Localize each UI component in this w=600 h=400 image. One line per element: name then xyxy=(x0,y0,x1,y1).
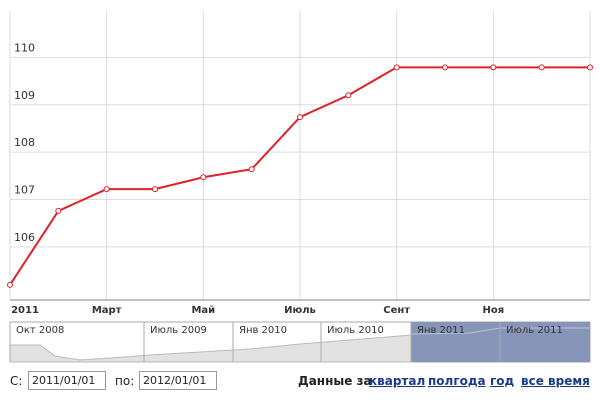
range-label: Данные за xyxy=(298,374,372,388)
point xyxy=(200,174,207,181)
point xyxy=(248,166,255,173)
y-tick-label: 107 xyxy=(14,184,35,197)
navigator-label: Июль 2011 xyxy=(506,325,563,336)
navigator-label: Июль 2009 xyxy=(150,325,207,336)
y-tick-label: 106 xyxy=(14,231,35,244)
chart: Окт 2008 Июль 2009 Янв 2010 Июль 2010 Янв 20… xyxy=(7,10,593,363)
controls: С: 2011/01/01 по: 2012/01/01 Данные за к… xyxy=(0,368,600,396)
point xyxy=(442,64,448,71)
point xyxy=(152,186,158,193)
point xyxy=(587,64,593,71)
navigator-label: Июль 2010 xyxy=(327,325,384,336)
range-link[interactable]: полгода xyxy=(428,374,486,388)
from-input[interactable]: 2011/01/01 xyxy=(28,371,106,390)
x-tick-label: Март xyxy=(92,305,122,316)
point xyxy=(490,64,497,71)
x-tick-label: Май xyxy=(191,305,215,316)
range-link[interactable]: квартал xyxy=(369,374,426,388)
y-tick-label: 109 xyxy=(14,89,35,102)
point xyxy=(297,114,303,121)
x-tick-label: 2011 xyxy=(11,305,39,316)
point xyxy=(345,92,352,99)
point xyxy=(393,64,400,71)
to-input[interactable]: 2012/01/01 xyxy=(139,371,217,390)
point xyxy=(55,207,62,214)
x-tick-label: Июль xyxy=(284,305,316,316)
navigator-selected-line xyxy=(410,327,590,335)
point xyxy=(7,281,13,288)
y-tick-label: 110 xyxy=(14,41,35,54)
to-label: по: xyxy=(115,374,135,388)
y-tick-label: 108 xyxy=(14,136,35,149)
range-link[interactable]: все время xyxy=(521,374,590,388)
x-tick-label: Сент xyxy=(383,305,410,316)
x-tick-label: Ноя xyxy=(482,305,504,316)
navigator-label: Окт 2008 xyxy=(16,325,64,336)
navigator-label: Янв 2011 xyxy=(417,325,465,336)
navigator-label: Янв 2010 xyxy=(239,325,287,336)
point xyxy=(103,186,110,193)
range-link[interactable]: год xyxy=(490,374,515,388)
point xyxy=(538,64,545,71)
from-label: С: xyxy=(10,374,23,388)
